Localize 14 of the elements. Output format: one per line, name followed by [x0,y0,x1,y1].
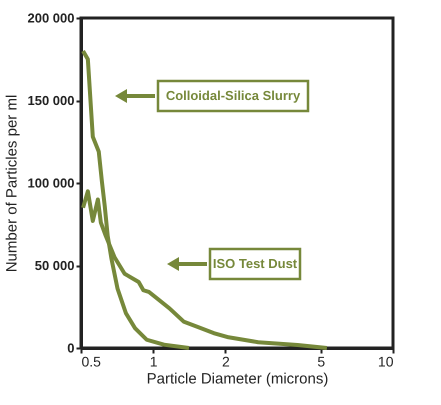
y-tick-label: 0 [67,340,74,356]
y-axis-title: Number of Particles per ml [4,94,21,272]
x-tick-label: 2 [222,354,230,370]
legend-label: Colloidal-Silica Slurry [166,88,301,103]
y-tick-label: 200 000 [28,10,74,26]
y-tick-label: 100 000 [28,176,74,190]
y-tick-label: 150 000 [28,93,74,108]
x-axis-title: Particle Diameter (microns) [146,370,328,388]
x-tick-label: 1 [150,354,158,370]
x-tick-label: 0.5 [82,354,102,370]
x-tick-label: 10 [378,354,394,370]
x-tick-label: 5 [317,354,326,370]
legend-label: ISO Test Dust [212,256,298,271]
y-tick-label: 50 000 [34,258,74,273]
